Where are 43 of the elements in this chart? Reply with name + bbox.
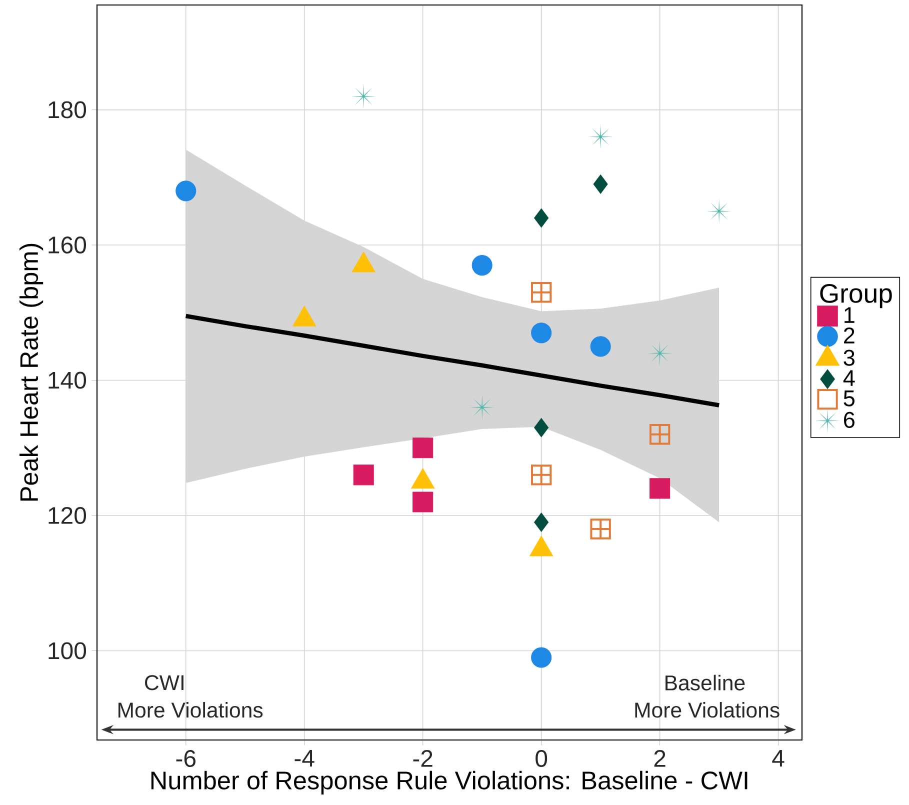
- point: [534, 512, 549, 532]
- point: [534, 208, 549, 228]
- y-axis-title: Peak Heart Rate (bpm): [19, 244, 44, 501]
- x-tick-label: 0: [536, 750, 548, 768]
- point: [353, 464, 374, 486]
- y-tick-label: 120: [48, 506, 86, 524]
- point: [531, 322, 552, 344]
- point: [176, 180, 196, 202]
- point: [647, 340, 672, 366]
- legend-label: 4: [843, 370, 855, 386]
- legend-label: 3: [844, 350, 854, 366]
- point: [590, 518, 611, 540]
- x-tick-label: -6: [176, 750, 196, 768]
- point: [412, 438, 434, 458]
- y-tick-label: 160: [48, 236, 86, 254]
- point: [593, 174, 608, 194]
- point: [472, 255, 492, 276]
- legend-label: 5: [844, 390, 854, 406]
- x-tick-label: -4: [294, 750, 314, 767]
- point: [530, 282, 552, 303]
- legend-label: 2: [844, 328, 854, 344]
- line-series: [184, 314, 722, 408]
- x-axis-title: Number of Response Rule Violations: Baseline - CWI: [151, 770, 748, 794]
- point: [650, 478, 670, 499]
- point: [534, 418, 549, 438]
- annotation: More Violations: [118, 702, 263, 718]
- annotation: Baseline: [666, 674, 745, 690]
- y-tick-label: 100: [48, 642, 86, 660]
- annotation: CWI: [145, 675, 184, 690]
- y-tick-label: 180: [48, 101, 86, 118]
- legend-title: Group: [820, 284, 892, 308]
- point: [412, 492, 434, 512]
- annotation: More Violations: [635, 702, 780, 718]
- x-tick-label: 2: [654, 750, 666, 767]
- y-tick-label: 140: [48, 372, 86, 389]
- point: [649, 424, 670, 445]
- legend-label: 6: [844, 412, 854, 428]
- x-tick-label: 4: [772, 750, 784, 767]
- legend-label: 1: [844, 307, 854, 323]
- point: [530, 464, 552, 486]
- x-tick-label: -2: [413, 750, 432, 767]
- point: [531, 647, 552, 668]
- point: [590, 336, 611, 357]
